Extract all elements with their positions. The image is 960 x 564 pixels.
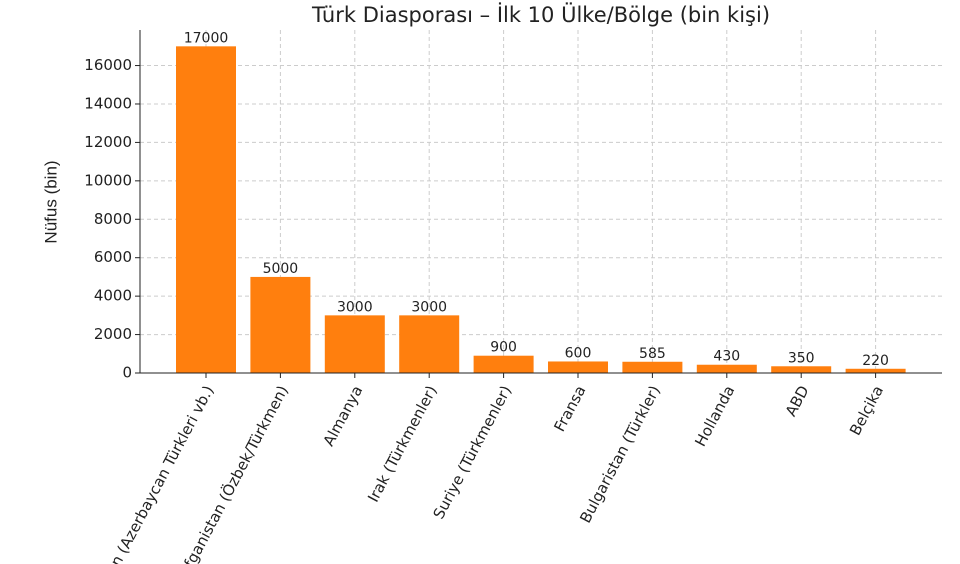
x-tick-label: ABD xyxy=(782,383,813,420)
bar xyxy=(324,315,385,373)
y-tick-label: 2000 xyxy=(94,325,132,343)
bar xyxy=(696,364,757,373)
value-label: 430 xyxy=(713,349,740,365)
value-label: 585 xyxy=(639,346,666,362)
x-tick-label: Belçika xyxy=(846,383,887,439)
value-label: 17000 xyxy=(184,30,229,46)
x-tick-label: Hollanda xyxy=(691,383,738,450)
y-tick-label: 8000 xyxy=(94,210,132,228)
bar xyxy=(250,276,311,373)
bar xyxy=(399,315,460,373)
y-tick-label: 6000 xyxy=(94,248,132,266)
bar xyxy=(771,366,832,373)
y-axis-label: Nüfus (bin) xyxy=(41,160,60,243)
value-label: 900 xyxy=(490,340,517,356)
bar xyxy=(845,368,906,373)
bar xyxy=(622,361,683,373)
y-tick-label: 12000 xyxy=(84,133,132,151)
y-tick-label: 0 xyxy=(122,364,132,382)
bar xyxy=(548,361,608,373)
bar xyxy=(473,355,534,373)
y-tick-label: 4000 xyxy=(94,287,132,305)
y-tick-label: 14000 xyxy=(84,94,132,112)
value-label: 3000 xyxy=(411,299,447,315)
value-label: 600 xyxy=(565,345,592,361)
x-tick-label: Bulgaristan (Türkler) xyxy=(576,383,664,526)
value-label: 220 xyxy=(862,353,889,369)
y-tick-label: 10000 xyxy=(84,171,132,189)
bar xyxy=(176,46,236,373)
x-tick-label: Fransa xyxy=(550,383,589,435)
x-tick-label: Suriye (Türkmenler) xyxy=(430,383,516,522)
x-tick-label: Almanya xyxy=(320,383,367,450)
value-label: 350 xyxy=(788,350,815,366)
chart-title: Türk Diasporası – İlk 10 Ülke/Bölge (bin… xyxy=(311,2,770,27)
value-label: 3000 xyxy=(337,299,373,315)
x-tick-label: Irak (Türkmenler) xyxy=(364,383,441,506)
value-label: 5000 xyxy=(263,261,299,277)
y-tick-label: 16000 xyxy=(84,56,132,74)
